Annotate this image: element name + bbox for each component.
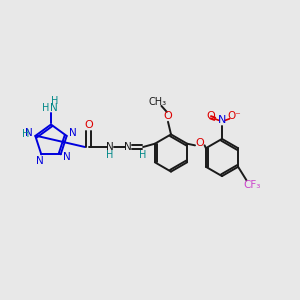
Text: O: O	[84, 120, 93, 130]
Text: H: H	[42, 103, 49, 113]
Text: CH₃: CH₃	[148, 97, 166, 107]
Text: N: N	[218, 115, 226, 125]
Text: H: H	[22, 129, 29, 140]
Text: O: O	[195, 138, 204, 148]
Text: N: N	[36, 156, 44, 166]
Text: H: H	[106, 149, 114, 160]
Text: N: N	[50, 103, 58, 113]
Text: H: H	[51, 96, 58, 106]
Text: H: H	[140, 150, 147, 161]
Text: N: N	[63, 152, 70, 162]
Text: N: N	[106, 142, 114, 152]
Text: N: N	[124, 142, 132, 152]
Text: O⁻: O⁻	[228, 111, 242, 122]
Text: CF₃: CF₃	[244, 180, 261, 190]
Text: N: N	[69, 128, 76, 138]
Text: O: O	[163, 111, 172, 122]
Text: O: O	[206, 111, 215, 122]
Text: N: N	[26, 128, 33, 138]
